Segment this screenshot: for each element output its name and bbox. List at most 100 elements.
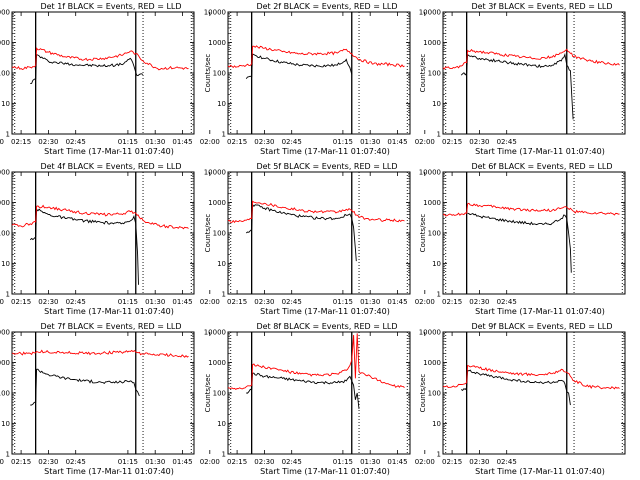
series-line-events <box>460 52 574 120</box>
plot-frame <box>11 11 195 135</box>
panel-title: Det 3f BLACK = Events, RED = LLD <box>471 2 612 11</box>
y-tick-label: 10 <box>217 420 226 428</box>
y-axis-label: Counts/sec <box>419 374 427 413</box>
y-tick-label: 1000 <box>208 359 226 367</box>
x-tick-label: 01:15 <box>333 138 353 146</box>
y-tick-label: 100 <box>0 390 10 398</box>
x-tick-label: 01:45 <box>387 458 407 466</box>
x-tick-label: 02:00 <box>0 458 4 466</box>
x-tick-label: 02:00 <box>415 458 435 466</box>
y-tick-label: 100 <box>213 70 226 78</box>
x-tick-label: 02:30 <box>469 298 489 306</box>
y-tick-label: 10000 <box>204 329 226 337</box>
series-line-lld <box>442 48 620 70</box>
y-tick-label: 10000 <box>204 169 226 177</box>
y-tick-label: 10 <box>432 260 441 268</box>
x-tick-label: 01:30 <box>145 298 165 306</box>
panel-title: Det 7f BLACK = Events, RED = LLD <box>40 322 181 331</box>
y-tick-label: 100 <box>428 230 441 238</box>
x-tick-label: 02:00 <box>415 298 435 306</box>
y-tick-label: 1 <box>6 291 10 299</box>
y-tick-label: 1000 <box>0 199 10 207</box>
x-tick-label: 02:30 <box>254 458 274 466</box>
x-tick-label: 01:30 <box>360 458 380 466</box>
y-tick-label: 1000 <box>208 199 226 207</box>
series-line-lld <box>11 47 189 71</box>
x-axis-label: Start Time (17-Mar-11 01:07:40) <box>44 307 174 316</box>
x-tick-label: 02:30 <box>254 138 274 146</box>
x-tick-label: 02:45 <box>66 138 86 146</box>
x-tick-label: 02:15 <box>227 138 247 146</box>
y-tick-label: 1000 <box>0 359 10 367</box>
y-tick-label: 100 <box>428 390 441 398</box>
detector-panel-2: Det 2f BLACK = Events, RED = LLD 1 10 100 10… <box>118 2 411 156</box>
series-line-lld <box>442 202 620 217</box>
x-tick-label: 02:00 <box>415 138 435 146</box>
x-tick-label: 02:00 <box>0 138 4 146</box>
series-line-lld <box>12 349 189 358</box>
x-tick-label: 01:45 <box>172 138 192 146</box>
x-tick-label: 02:00 <box>200 458 220 466</box>
x-tick-label: 02:45 <box>66 298 86 306</box>
series-line-events <box>246 372 360 409</box>
y-tick-label: 1 <box>222 451 226 459</box>
x-tick-label: 01:30 <box>145 138 165 146</box>
y-tick-label: 1 <box>6 451 10 459</box>
y-axis-label: Counts/sec <box>204 374 212 413</box>
y-tick-label: 1000 <box>423 359 441 367</box>
x-tick-label: 01:15 <box>333 298 353 306</box>
x-axis-label: Start Time (17-Mar-11 01:07:40) <box>44 467 174 476</box>
x-tick-label: 02:45 <box>282 458 302 466</box>
series-line-events <box>467 212 572 273</box>
x-tick-label: 02:00 <box>200 298 220 306</box>
x-tick-label: 01:15 <box>118 298 138 306</box>
y-tick-label: 1 <box>437 451 441 459</box>
x-tick-label: 02:30 <box>469 458 489 466</box>
panel-title: Det 2f BLACK = Events, RED = LLD <box>256 2 397 11</box>
x-tick-label: 02:45 <box>497 138 517 146</box>
y-tick-label: 10000 <box>419 169 441 177</box>
x-tick-label: 02:45 <box>497 298 517 306</box>
y-axis-label: Counts/sec <box>419 54 427 93</box>
x-tick-label: 01:30 <box>360 298 380 306</box>
y-tick-label: 10000 <box>0 169 10 177</box>
y-tick-label: 100 <box>0 70 10 78</box>
y-tick-label: 10000 <box>204 9 226 17</box>
x-axis-label: Start Time (17-Mar-11 01:07:40) <box>260 467 390 476</box>
y-tick-label: 1000 <box>208 39 226 47</box>
y-tick-label: 10 <box>217 260 226 268</box>
detector-panel-7: Det 7f BLACK = Events, RED = LLD 1 10 100 10… <box>0 322 195 476</box>
x-tick-label: 01:45 <box>172 458 192 466</box>
y-tick-label: 1 <box>6 131 10 139</box>
series-line-events <box>29 208 139 285</box>
series-line-events <box>245 203 357 262</box>
x-tick-label: 02:00 <box>0 298 4 306</box>
x-tick-label: 02:15 <box>11 458 31 466</box>
x-axis-label: Start Time (17-Mar-11 01:07:40) <box>260 147 390 156</box>
panel-title: Det 5f BLACK = Events, RED = LLD <box>256 162 397 171</box>
plot-frame <box>11 171 195 295</box>
y-tick-label: 100 <box>0 230 10 238</box>
detector-panel-6: Det 6f BLACK = Events, RED = LLD 1 10 100 10… <box>333 162 626 316</box>
x-tick-label: 02:30 <box>38 298 58 306</box>
y-axis-label: Counts/sec <box>204 214 212 253</box>
x-tick-label: 01:30 <box>360 138 380 146</box>
y-tick-label: 10000 <box>0 9 10 17</box>
y-tick-label: 10 <box>1 420 10 428</box>
x-tick-label: 02:45 <box>282 138 302 146</box>
plot-frame <box>227 11 411 135</box>
panel-title: Det 4f BLACK = Events, RED = LLD <box>40 162 181 171</box>
x-tick-label: 02:15 <box>442 138 462 146</box>
x-tick-label: 01:45 <box>387 138 407 146</box>
x-tick-label: 02:30 <box>469 138 489 146</box>
detector-panel-1: Det 1f BLACK = Events, RED = LLD 1 10 100 10… <box>0 2 195 156</box>
plot-frame <box>11 331 195 455</box>
x-tick-label: 02:15 <box>442 458 462 466</box>
x-axis-label: Start Time (17-Mar-11 01:07:40) <box>260 307 390 316</box>
panel-title: Det 6f BLACK = Events, RED = LLD <box>471 162 612 171</box>
series-line-lld <box>442 364 620 390</box>
y-tick-label: 10 <box>1 100 10 108</box>
x-tick-label: 01:45 <box>172 298 192 306</box>
y-tick-label: 1 <box>222 131 226 139</box>
